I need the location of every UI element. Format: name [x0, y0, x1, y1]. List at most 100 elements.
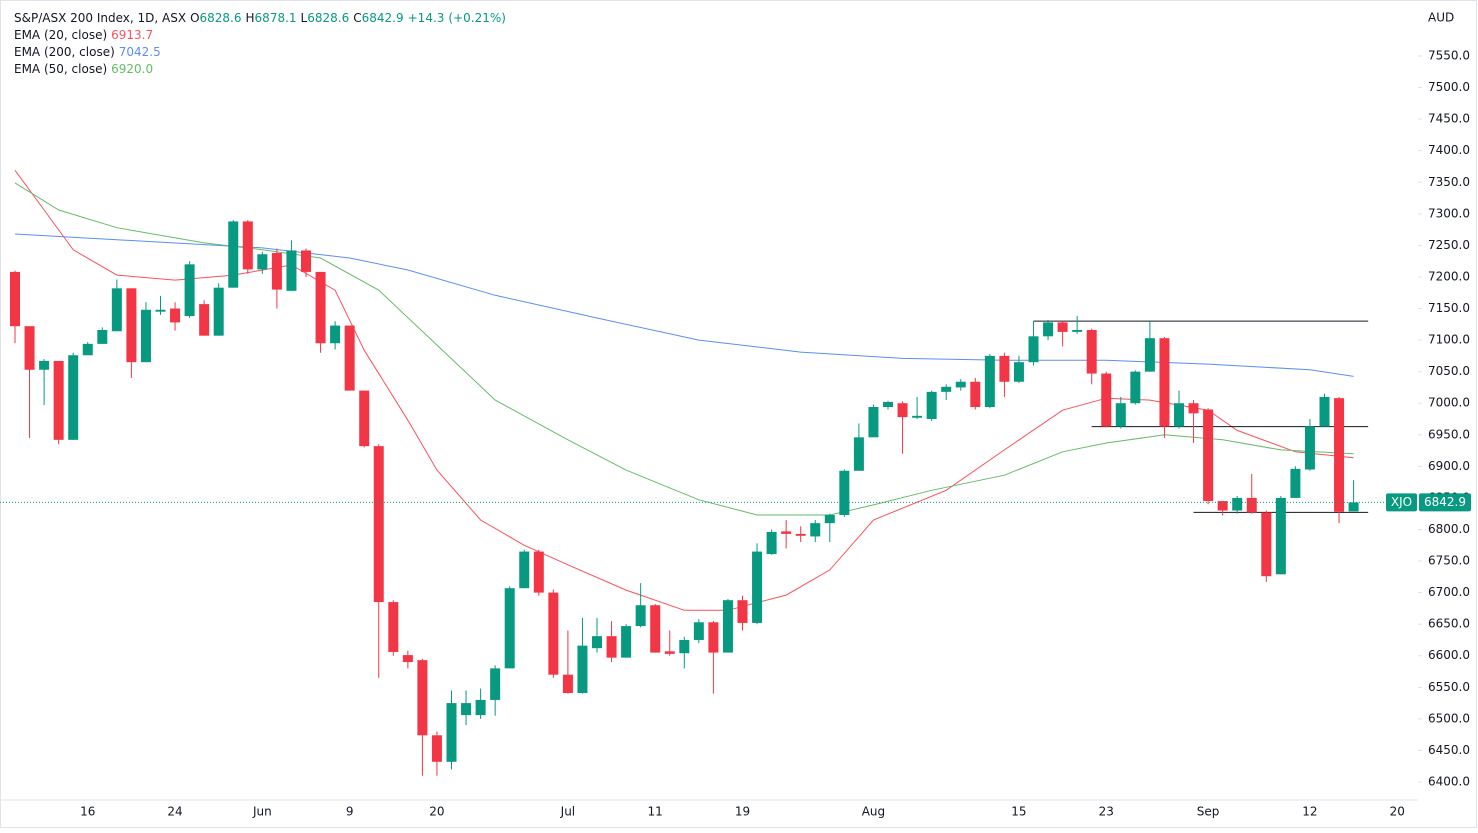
candle-body	[1115, 403, 1126, 427]
candle-body	[1246, 497, 1257, 513]
candle-body	[1334, 398, 1345, 512]
candle-body	[417, 660, 428, 736]
legend-row: EMA (50, close) 6920.0	[14, 61, 510, 78]
candle-body	[1174, 403, 1184, 427]
candle-body	[490, 668, 501, 700]
candle-body	[68, 355, 79, 440]
ohlc-label: L	[300, 11, 308, 25]
candle-body	[1072, 329, 1083, 332]
candle-body	[1144, 338, 1155, 372]
legend-title: S&P/ASX 200 Index, 1D, ASX	[14, 11, 187, 25]
y-tick-label: 7400.0	[1428, 143, 1470, 157]
ohlc-value: 6842.9	[361, 11, 404, 25]
candle-body	[53, 360, 64, 440]
candle-body	[941, 386, 952, 392]
candle-body	[1188, 403, 1199, 414]
candle-body	[635, 605, 646, 627]
y-tick-label: 7150.0	[1428, 301, 1470, 315]
candle-body	[1159, 338, 1170, 427]
candle-body	[984, 355, 995, 408]
legend-value: 7042.5	[118, 45, 161, 59]
candle-body	[650, 605, 661, 653]
candle-body	[126, 288, 137, 363]
candle-body	[592, 636, 602, 649]
y-tick-label: 7550.0	[1428, 48, 1470, 62]
x-tick-label: 11	[648, 805, 663, 819]
x-tick-label: 12	[1302, 805, 1317, 819]
x-tick-label: 24	[167, 805, 182, 819]
y-tick-label: 6700.0	[1428, 585, 1470, 599]
candle-body	[461, 703, 472, 716]
candle-body	[242, 221, 253, 270]
legend-row: EMA (20, close) 6913.7	[14, 27, 510, 44]
change-pct: (+0.21%)	[448, 11, 506, 25]
legend-entry: EMA (50, close)	[14, 62, 108, 76]
candle-body	[766, 532, 777, 555]
candle-body	[1086, 329, 1097, 374]
candle-body	[402, 655, 413, 663]
candle-body	[781, 531, 792, 534]
candle-body	[388, 602, 399, 652]
y-tick-label: 7250.0	[1428, 238, 1470, 252]
candle-body	[752, 551, 763, 623]
candle-body	[1028, 336, 1039, 363]
legend-value: 6913.7	[111, 28, 154, 42]
candle-body	[97, 329, 108, 344]
candle-body	[1261, 512, 1272, 577]
candle-body	[839, 470, 850, 515]
x-tick-label: 16	[80, 805, 95, 819]
candle-body	[970, 381, 981, 408]
y-tick-label: 7050.0	[1428, 364, 1470, 378]
candle-body	[431, 735, 442, 762]
y-tick-label: 7000.0	[1428, 396, 1470, 410]
candle-body	[301, 250, 311, 272]
candle-body	[446, 703, 457, 762]
candle-body	[810, 523, 821, 537]
legend-row: EMA (200, close) 7042.5	[14, 44, 510, 61]
candle-body	[999, 355, 1010, 382]
candle-body	[39, 360, 50, 370]
candle-body	[737, 600, 748, 623]
x-tick-label: 19	[735, 805, 750, 819]
candle-body	[955, 381, 966, 388]
legend-entry: EMA (20, close)	[14, 28, 108, 42]
candle-body	[286, 250, 297, 291]
x-tick-label: Aug	[862, 805, 885, 819]
candle-body	[1275, 497, 1286, 575]
legend-value: 6920.0	[111, 62, 154, 76]
x-tick-label: 9	[346, 805, 354, 819]
candle-body	[344, 325, 355, 391]
candle-body	[315, 271, 326, 344]
x-tick-label: 20	[429, 805, 444, 819]
candle-body	[621, 626, 632, 658]
candle-body	[330, 325, 341, 344]
y-tick-label: 6550.0	[1428, 680, 1470, 694]
candle-body	[199, 304, 210, 336]
legend: S&P/ASX 200 Index, 1D, ASX O6828.6 H6878.1…	[14, 10, 510, 78]
candle-body	[1217, 501, 1228, 511]
candle-body	[1130, 371, 1141, 404]
x-tick-label: Jun	[252, 805, 272, 819]
candle-body	[912, 415, 923, 418]
candle-body	[824, 514, 835, 524]
candle-body	[1203, 409, 1214, 502]
candle-body	[82, 343, 93, 356]
candle-body	[606, 636, 617, 658]
y-tick-label: 7500.0	[1428, 80, 1470, 94]
ticker-box	[1386, 493, 1417, 512]
y-tick-label: 6450.0	[1428, 743, 1470, 757]
x-tick-label: Jul	[560, 805, 575, 819]
y-tick-label: 6400.0	[1428, 775, 1470, 789]
candle-body	[679, 639, 690, 654]
candle-body	[24, 326, 35, 370]
price-box	[1419, 493, 1471, 512]
y-tick-label: 7300.0	[1428, 206, 1470, 220]
candle-body	[562, 674, 573, 693]
x-tick-label: 15	[1011, 805, 1026, 819]
candle-body	[1232, 497, 1243, 511]
change: +14.3	[407, 11, 445, 25]
x-tick-label: 20	[1390, 805, 1405, 819]
y-tick-label: 6750.0	[1428, 554, 1470, 568]
candle-body	[155, 309, 166, 312]
candle-body	[228, 221, 239, 288]
